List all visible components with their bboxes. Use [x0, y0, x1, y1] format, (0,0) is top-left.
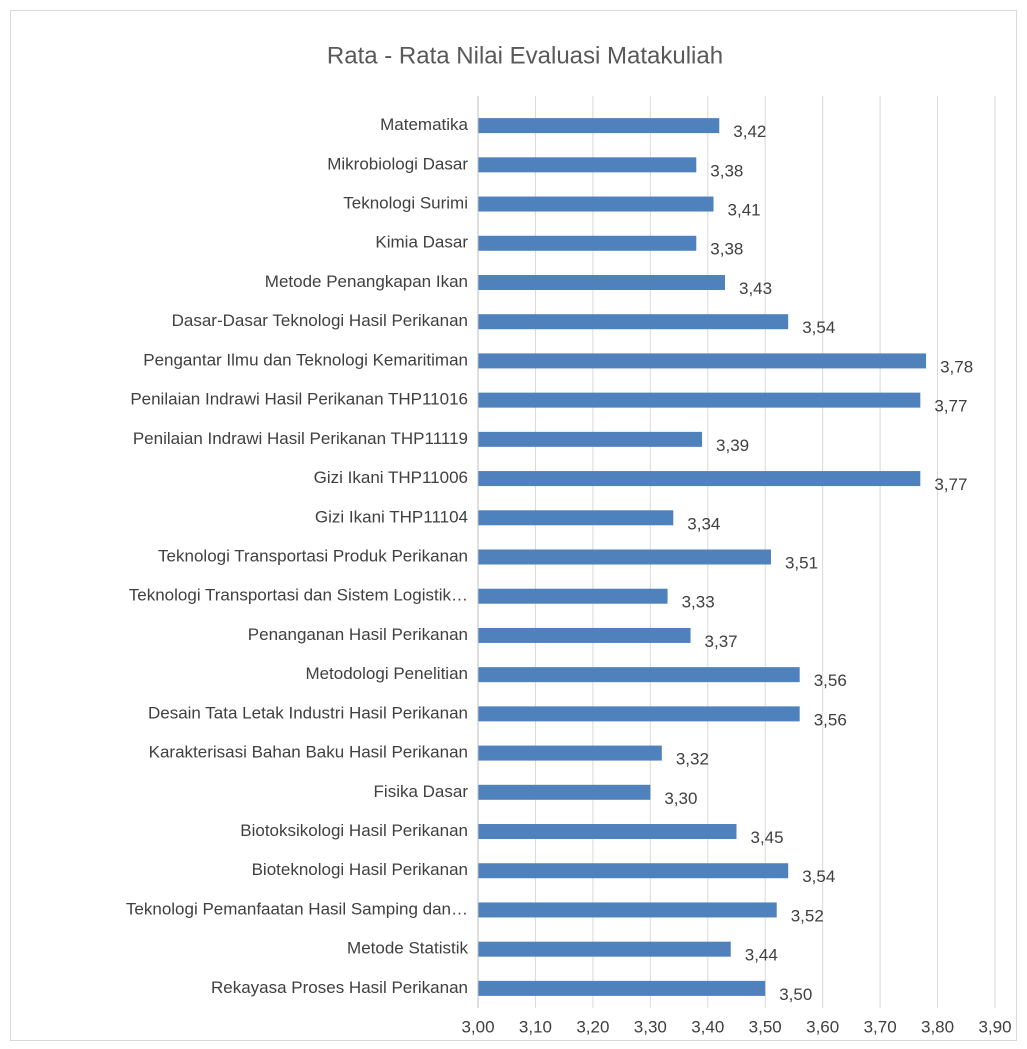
bar — [478, 627, 691, 643]
bar — [478, 588, 668, 604]
data-label: 3,37 — [705, 632, 738, 651]
y-tick-label: Gizi Ikani THP11104 — [315, 507, 468, 526]
bar — [478, 941, 731, 957]
x-tick-label: 3,20 — [576, 1017, 609, 1036]
bar — [478, 196, 714, 212]
data-label: 3,56 — [814, 671, 847, 690]
y-tick-label: Bioteknologi Hasil Perikanan — [252, 860, 468, 879]
data-label: 3,38 — [710, 240, 743, 259]
data-label: 3,54 — [802, 867, 835, 886]
data-label: 3,30 — [664, 789, 697, 808]
y-tick-label: Penilaian Indrawi Hasil Perikanan THP111… — [133, 429, 468, 448]
data-label: 3,50 — [779, 985, 812, 1004]
data-label: 3,42 — [733, 122, 766, 141]
bar — [478, 274, 726, 290]
x-tick-label: 3,30 — [634, 1017, 667, 1036]
bar — [478, 157, 697, 173]
bar — [478, 235, 697, 251]
y-tick-label: Penanganan Hasil Perikanan — [248, 625, 468, 644]
data-label: 3,77 — [934, 475, 967, 494]
bar — [478, 824, 737, 840]
y-tick-label: Penilaian Indrawi Hasil Perikanan THP110… — [130, 390, 468, 409]
y-tick-label: Metodologi Penelitian — [305, 664, 468, 683]
bar — [478, 863, 789, 879]
x-tick-label: 3,10 — [519, 1017, 552, 1036]
bar — [478, 431, 703, 447]
x-tick-label: 3,90 — [978, 1017, 1011, 1036]
bar — [478, 745, 662, 761]
y-tick-label: Teknologi Surimi — [343, 194, 468, 213]
x-tick-label: 3,80 — [921, 1017, 954, 1036]
bar — [478, 314, 789, 330]
data-label: 3,32 — [676, 750, 709, 769]
x-tick-label: 3,40 — [691, 1017, 724, 1036]
bar — [478, 667, 800, 683]
x-tick-label: 3,60 — [806, 1017, 839, 1036]
bar — [478, 510, 674, 526]
y-tick-label: Mikrobiologi Dasar — [327, 154, 468, 173]
data-label: 3,77 — [934, 397, 967, 416]
x-tick-label: 3,50 — [749, 1017, 782, 1036]
bar — [478, 392, 921, 408]
data-label: 3,43 — [739, 279, 772, 298]
data-label: 3,52 — [791, 906, 824, 925]
y-tick-label: Fisika Dasar — [374, 782, 469, 801]
y-tick-label: Teknologi Pemanfaatan Hasil Samping dan… — [126, 899, 468, 918]
bar — [478, 902, 777, 918]
y-tick-label: Metode Statistik — [347, 939, 468, 958]
y-tick-label: Teknologi Transportasi Produk Perikanan — [158, 546, 468, 565]
data-label: 3,33 — [682, 593, 715, 612]
data-label: 3,54 — [802, 318, 835, 337]
data-label: 3,38 — [710, 161, 743, 180]
y-tick-label: Karakterisasi Bahan Baku Hasil Perikanan — [149, 743, 468, 762]
data-label: 3,56 — [814, 710, 847, 729]
y-tick-label: Biotoksikologi Hasil Perikanan — [240, 821, 468, 840]
data-label: 3,45 — [751, 828, 784, 847]
data-label: 3,41 — [728, 201, 761, 220]
y-tick-label: Desain Tata Letak Industri Hasil Perikan… — [148, 703, 468, 722]
bar — [478, 784, 651, 800]
y-tick-label: Kimia Dasar — [375, 233, 468, 252]
y-tick-label: Matematika — [380, 115, 468, 134]
data-label: 3,51 — [785, 553, 818, 572]
x-tick-label: 3,70 — [864, 1017, 897, 1036]
data-label: 3,34 — [687, 514, 720, 533]
bar — [478, 706, 800, 722]
bar — [478, 980, 766, 996]
bar — [478, 353, 927, 369]
chart-title: Rata - Rata Nilai Evaluasi Matakuliah — [327, 42, 723, 69]
y-tick-label: Metode Penangkapan Ikan — [265, 272, 468, 291]
bar — [478, 471, 921, 487]
data-label: 3,78 — [940, 357, 973, 376]
bar — [478, 549, 771, 565]
x-tick-label: 3,00 — [461, 1017, 494, 1036]
y-tick-label: Rekayasa Proses Hasil Perikanan — [211, 978, 468, 997]
y-tick-label: Gizi Ikani THP11006 — [314, 468, 468, 487]
y-tick-label: Dasar-Dasar Teknologi Hasil Perikanan — [172, 311, 468, 330]
y-tick-label: Pengantar Ilmu dan Teknologi Kemaritiman — [143, 350, 468, 369]
data-label: 3,39 — [716, 436, 749, 455]
y-tick-label: Teknologi Transportasi dan Sistem Logist… — [129, 586, 468, 605]
bar — [478, 118, 720, 134]
data-label: 3,44 — [745, 946, 778, 965]
